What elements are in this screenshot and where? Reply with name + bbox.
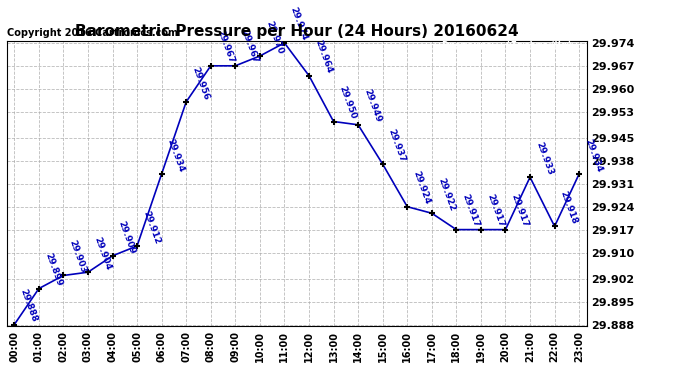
Text: 29.949: 29.949: [362, 88, 383, 124]
Text: 29.917: 29.917: [485, 193, 506, 229]
Text: 29.917: 29.917: [460, 193, 481, 229]
Text: 29.964: 29.964: [313, 39, 333, 75]
Text: 29.956: 29.956: [190, 65, 210, 101]
Text: 29.903: 29.903: [68, 239, 88, 275]
Text: 29.967: 29.967: [239, 29, 260, 65]
Text: 29.933: 29.933: [534, 141, 555, 176]
Text: 29.950: 29.950: [337, 85, 358, 121]
Text: 29.917: 29.917: [510, 193, 530, 229]
Text: 29.899: 29.899: [43, 252, 63, 288]
Text: 29.924: 29.924: [411, 170, 432, 206]
Text: 29.918: 29.918: [559, 190, 579, 225]
Text: 29.888: 29.888: [19, 288, 39, 324]
Text: 29.967: 29.967: [215, 29, 235, 65]
Text: 29.922: 29.922: [436, 177, 456, 213]
Text: Copyright 2016 Cartronics.com: Copyright 2016 Cartronics.com: [7, 28, 178, 38]
Text: 29.904: 29.904: [92, 236, 112, 272]
Text: 29.937: 29.937: [387, 128, 407, 164]
Text: 29.974: 29.974: [288, 6, 309, 42]
Text: Pressure  (Inches/Hg): Pressure (Inches/Hg): [442, 41, 573, 51]
Text: 29.934: 29.934: [583, 137, 604, 173]
Text: 29.970: 29.970: [264, 20, 284, 55]
Title: Barometric Pressure per Hour (24 Hours) 20160624: Barometric Pressure per Hour (24 Hours) …: [75, 24, 518, 39]
Text: 29.934: 29.934: [166, 137, 186, 173]
Text: 29.909: 29.909: [117, 219, 137, 255]
Text: 29.912: 29.912: [141, 209, 161, 245]
